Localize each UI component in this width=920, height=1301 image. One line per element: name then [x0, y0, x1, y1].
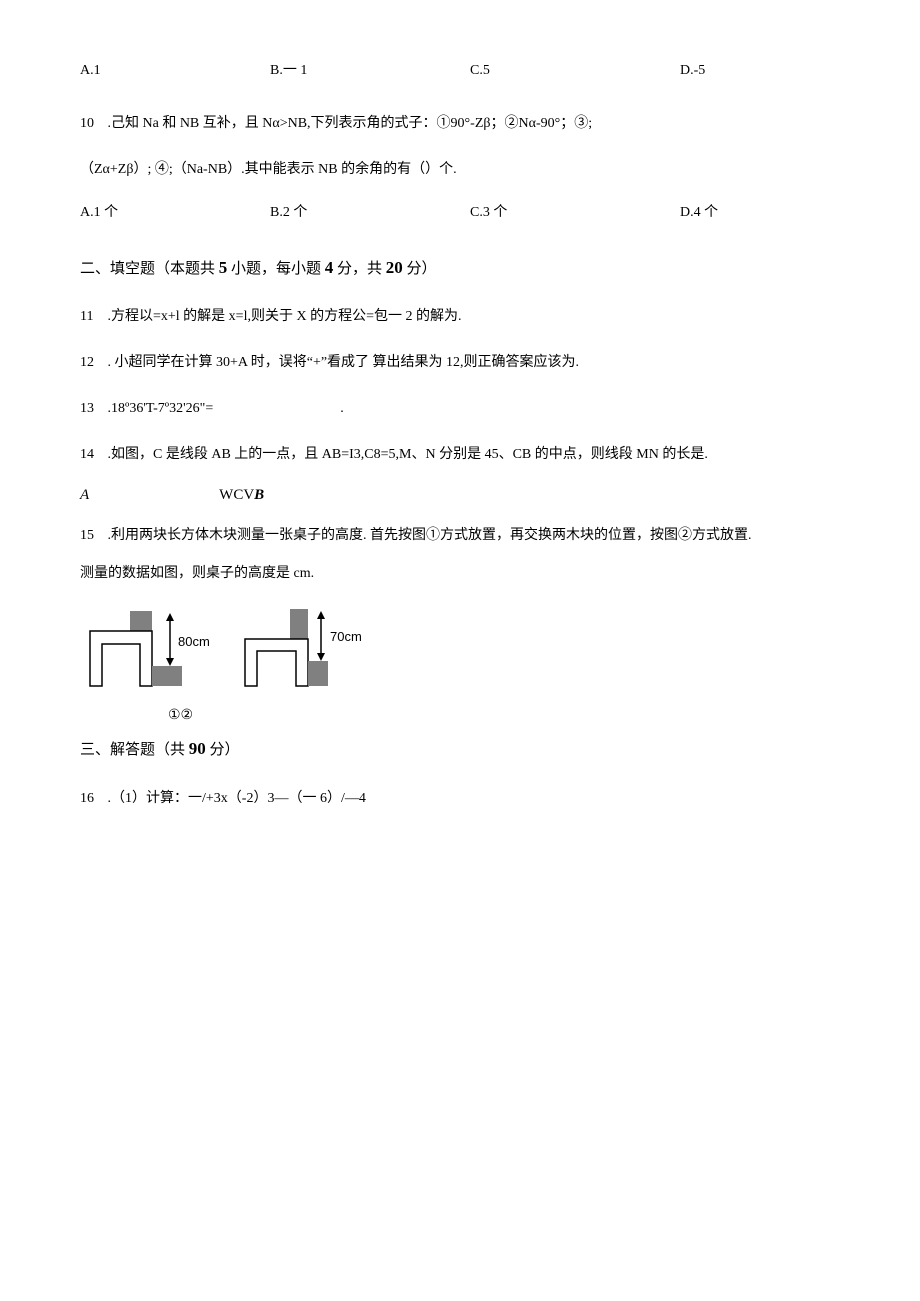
q12-text: . 小超同学在计算 30+A 时，误将“+”看成了 算出结果为 12,则正确答案… [108, 355, 580, 370]
line-segment-label: A WCVB [80, 487, 850, 504]
q15-number: 15 [80, 522, 104, 550]
sec2-suffix: 分） [403, 261, 437, 277]
q10-line1: 10 .己知 Na 和 NB 互补，且 Nα>NB,下列表示角的式子：①90°-… [80, 110, 850, 138]
choice-c: C.3 个 [470, 202, 680, 224]
d2-arrow-down [317, 653, 325, 661]
q15-text1: .利用两块长方体木块测量一张桌子的高度. 首先按图①方式放置，再交换两木块的位置… [108, 528, 752, 543]
q11-text: .方程以=x+l 的解是 x=l,则关于 X 的方程公=包一 2 的解为. [108, 309, 462, 324]
q13-tail: . [340, 401, 344, 416]
seg-b: B [254, 487, 264, 503]
d1-arrow-up [166, 613, 174, 621]
sec2-n2: 4 [325, 258, 334, 277]
sec2-mid1: 小题，每小题 [227, 261, 325, 277]
q14-text: .如图，C 是线段 AB 上的一点，且 AB=I3,C8=5,M、N 分别是 4… [108, 447, 708, 462]
sec3-prefix: 三、解答题（共 [80, 742, 189, 758]
q12: 12 . 小超同学在计算 30+A 时，误将“+”看成了 算出结果为 12,则正… [80, 349, 850, 377]
d1-arrow-down [166, 658, 174, 666]
q16-text: .（1）计算：一/+3x（-2）3—（一 6）/—4 [108, 791, 366, 806]
section2-heading: 二、填空题（本题共 5 小题，每小题 4 分，共 20 分） [80, 253, 850, 284]
q10-text1: .己知 Na 和 NB 互补，且 Nα>NB,下列表示角的式子：①90°-Zβ；… [108, 116, 593, 131]
d1-table [90, 631, 152, 686]
table-diagram: 80cm 70cm [80, 606, 850, 701]
d1-label: 80cm [178, 634, 210, 649]
q16-number: 16 [80, 785, 104, 813]
d2-arrow-up [317, 611, 325, 619]
q10-choices: A.1 个 B.2 个 C.3 个 D.4 个 [80, 202, 850, 224]
q13-number: 13 [80, 395, 104, 423]
d2-table [245, 639, 308, 686]
q12-number: 12 [80, 349, 104, 377]
sec3-n1: 90 [189, 739, 206, 758]
seg-a: A [80, 487, 89, 504]
sec2-n1: 5 [219, 258, 228, 277]
diagram-caption: ①② [168, 707, 850, 724]
d1-top-block [130, 611, 152, 631]
q11-number: 11 [80, 303, 104, 331]
sec2-n3: 20 [386, 258, 403, 277]
q10-line2: （Zα+Zβ）; ④;（Na-NB）.其中能表示 NB 的余角的有（）个. [80, 156, 850, 184]
sec3-suffix: 分） [206, 742, 240, 758]
d2-label: 70cm [330, 629, 362, 644]
seg-mid: WCV [219, 487, 254, 503]
q13: 13 .18º36'T-7º32'26"= . [80, 395, 850, 423]
q11: 11 .方程以=x+l 的解是 x=l,则关于 X 的方程公=包一 2 的解为. [80, 303, 850, 331]
q10-number: 10 [80, 110, 104, 138]
choice-b: B.2 个 [270, 202, 470, 224]
diagram-svg: 80cm 70cm [80, 606, 380, 701]
sec2-prefix: 二、填空题（本题共 [80, 261, 219, 277]
seg-mid-wrap: WCVB [219, 487, 264, 504]
q16: 16 .（1）计算：一/+3x（-2）3—（一 6）/—4 [80, 785, 850, 813]
d2-top-block [290, 609, 308, 639]
section3-heading: 三、解答题（共 90 分） [80, 734, 850, 765]
choice-b: B.一 1 [270, 60, 470, 82]
q15-line2: 测量的数据如图，则桌子的高度是 cm. [80, 560, 850, 588]
choice-d: D.-5 [680, 60, 850, 82]
choice-a: A.1 [80, 60, 270, 82]
choice-c: C.5 [470, 60, 680, 82]
d1-bottom-block [152, 666, 182, 686]
q14: 14 .如图，C 是线段 AB 上的一点，且 AB=I3,C8=5,M、N 分别… [80, 441, 850, 469]
choice-a: A.1 个 [80, 202, 270, 224]
q13-text: .18º36'T-7º32'26"= [108, 401, 214, 416]
q15-line1: 15 .利用两块长方体木块测量一张桌子的高度. 首先按图①方式放置，再交换两木块… [80, 522, 850, 550]
choice-d: D.4 个 [680, 202, 850, 224]
sec2-mid2: 分，共 [333, 261, 386, 277]
d2-bottom-block [308, 661, 328, 686]
q14-number: 14 [80, 441, 104, 469]
q9-choices: A.1 B.一 1 C.5 D.-5 [80, 60, 850, 82]
